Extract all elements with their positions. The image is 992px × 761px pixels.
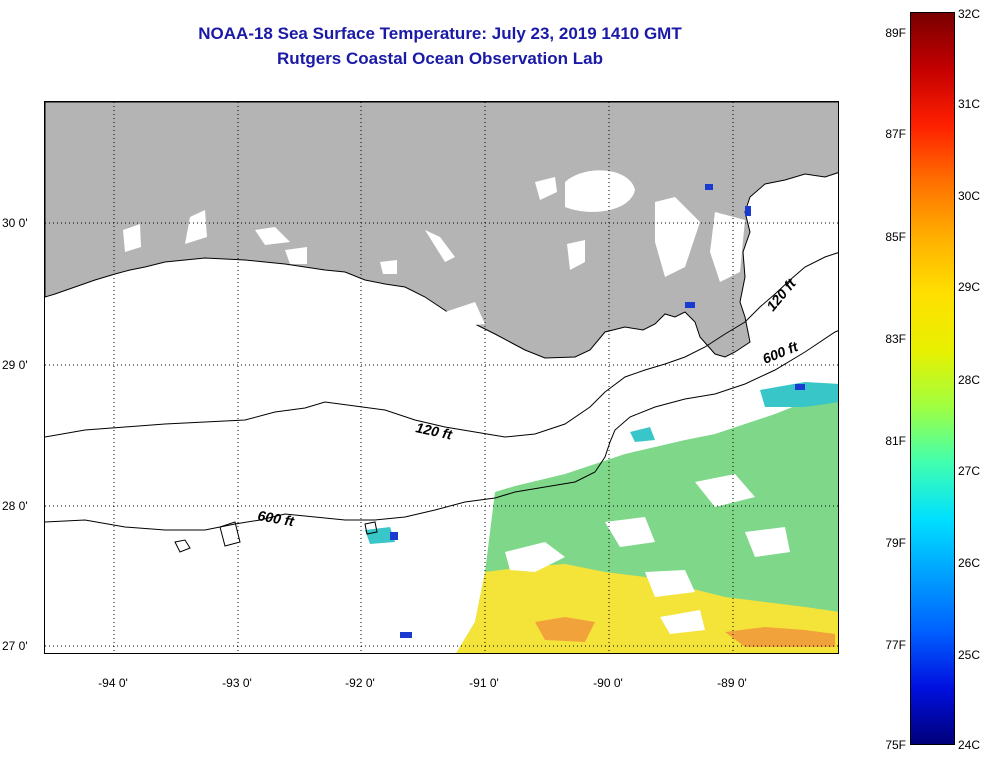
sst-data-region: [535, 617, 595, 642]
lat-label-27: 27 0': [2, 639, 28, 653]
lon-label-91: -91 0': [469, 676, 499, 690]
lake-shape: [535, 177, 557, 200]
cloud-gap: [505, 542, 565, 572]
colorbar-c-label: 29C: [958, 280, 981, 294]
island-outline: [174, 539, 191, 553]
lon-label-94: -94 0': [98, 676, 128, 690]
colorbar-c-label: 24C: [958, 738, 981, 752]
colorbar-c-label: 32C: [958, 7, 981, 21]
lon-label-93: -93 0': [222, 676, 252, 690]
lon-label-92: -92 0': [345, 676, 375, 690]
map-canvas: 120 ft 600 ft 120 ft 600 ft: [45, 102, 838, 653]
land-mass: [45, 102, 838, 359]
cold-speck: [685, 302, 695, 308]
cloud-gap: [745, 527, 790, 557]
lake-shape: [655, 197, 700, 277]
cold-speck: [390, 532, 398, 540]
contour-120ft-west: [45, 252, 838, 438]
colorbar-f-label: 85F: [885, 230, 906, 244]
lat-label-30: 30 0': [2, 216, 28, 230]
sst-data-region: [365, 527, 395, 544]
colorbar-f-label: 81F: [885, 434, 906, 448]
island-outline: [219, 521, 241, 547]
cold-speck: [400, 632, 412, 638]
map-title: NOAA-18 Sea Surface Temperature: July 23…: [198, 24, 682, 43]
colorbar-c-label: 28C: [958, 373, 981, 387]
lake-shape: [380, 260, 397, 274]
contour-label: 120 ft: [414, 419, 454, 443]
colorbar-f-label: 77F: [885, 638, 906, 652]
lake-shape: [255, 227, 290, 245]
colorbar-c-label: 25C: [958, 648, 981, 662]
cold-speck: [705, 184, 713, 190]
contour-label: 600 ft: [760, 338, 801, 367]
lon-label-89: -89 0': [717, 676, 747, 690]
contour-label: 120 ft: [763, 275, 800, 314]
cloud-gap: [660, 610, 705, 634]
colorbar-c-label: 26C: [958, 556, 981, 570]
lon-label-90: -90 0': [593, 676, 623, 690]
lat-label-29: 29 0': [2, 358, 28, 372]
temperature-colorbar: [910, 12, 955, 745]
colorbar-f-label: 87F: [885, 127, 906, 141]
colorbar-f-label: 79F: [885, 536, 906, 550]
lake-shape: [445, 302, 485, 327]
sst-map: 120 ft 600 ft 120 ft 600 ft: [44, 101, 839, 654]
lake-shape: [565, 170, 635, 212]
sst-data-region: [630, 427, 655, 442]
cloud-gap: [645, 570, 695, 597]
sst-data-region: [725, 627, 835, 647]
lake-shape: [710, 212, 745, 282]
colorbar-c-label: 30C: [958, 189, 981, 203]
map-subtitle: Rutgers Coastal Ocean Observation Lab: [277, 49, 603, 68]
colorbar-c-label: 27C: [958, 464, 981, 478]
cloud-gap: [605, 517, 655, 547]
cold-speck: [795, 384, 805, 390]
graticule: [45, 102, 838, 653]
lake-shape: [285, 247, 307, 264]
colorbar-c-label: 31C: [958, 97, 981, 111]
lake-shape: [425, 230, 455, 262]
island-outline: [364, 521, 378, 535]
contour-label: 600 ft: [256, 507, 296, 529]
colorbar-f-label: 89F: [885, 26, 906, 40]
lake-shape: [123, 224, 141, 252]
colorbar-f-label: 75F: [885, 738, 906, 752]
cold-speck: [745, 206, 751, 216]
lake-shape: [567, 240, 585, 270]
colorbar-f-label: 83F: [885, 332, 906, 346]
lat-label-28: 28 0': [2, 499, 28, 513]
cloud-gap: [695, 474, 755, 507]
lake-shape: [185, 210, 207, 244]
sst-data-region: [760, 382, 838, 407]
